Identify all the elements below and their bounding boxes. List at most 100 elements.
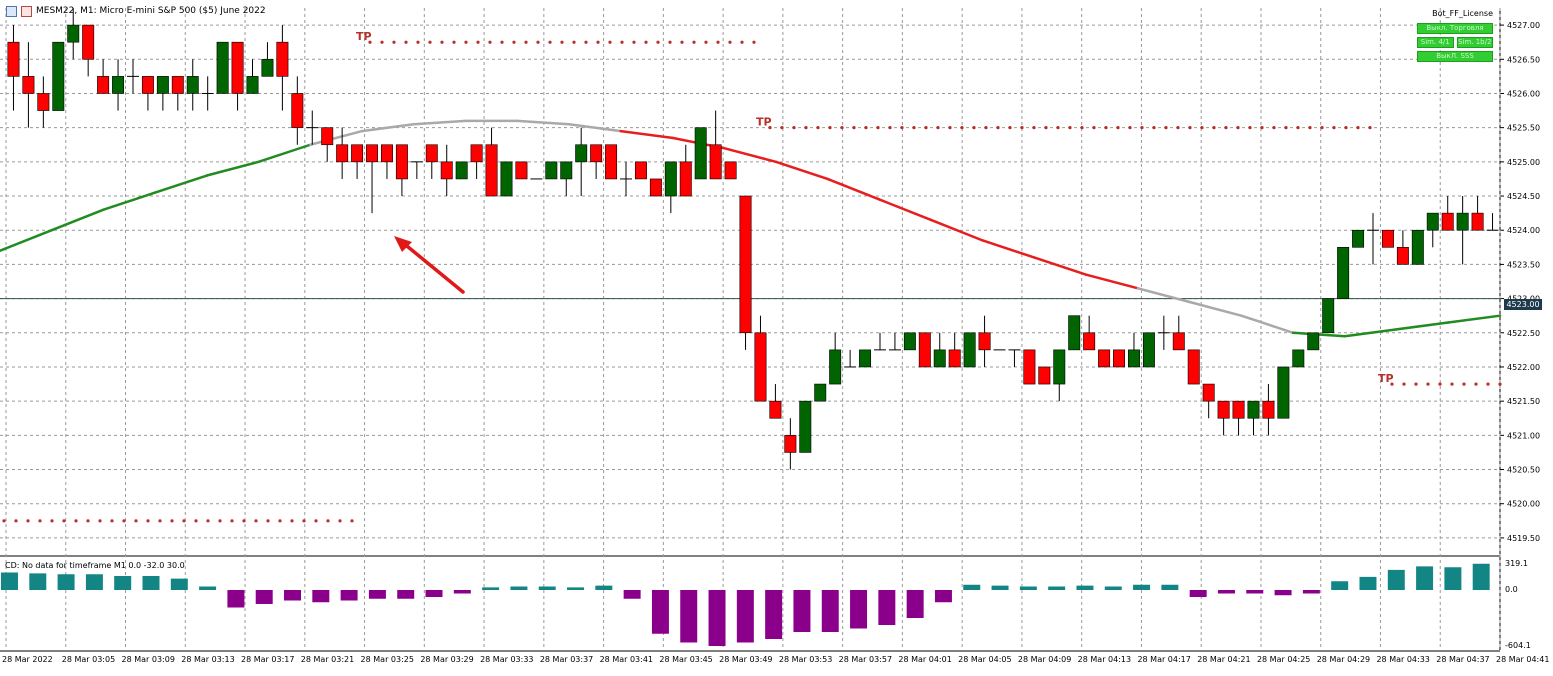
- histogram-bar-negative: [878, 590, 896, 625]
- candle-bear: [709, 144, 722, 180]
- candle-bear: [171, 76, 184, 94]
- price-tick-label: 4524.50: [1507, 192, 1540, 201]
- tp-level-dot: [656, 40, 660, 44]
- tp-level-dot: [488, 40, 492, 44]
- histogram-bar-negative: [1302, 590, 1320, 594]
- tp-level-dot: [1260, 126, 1264, 130]
- candle-bear: [1441, 212, 1454, 231]
- stop-level-dot: [314, 519, 318, 523]
- sss-toggle-button[interactable]: ВыкЛ. SSS: [1417, 51, 1493, 62]
- bot-panel-title: Bot_FF_License: [1432, 9, 1493, 18]
- tp-level-dot: [840, 126, 844, 130]
- candle-bull: [903, 332, 916, 351]
- tp-level-dot: [1450, 382, 1454, 386]
- tp-level-dot: [380, 40, 384, 44]
- time-tick-label: 28 Mar 03:45: [659, 655, 712, 664]
- stop-level-dot: [14, 519, 18, 523]
- candle-bear: [784, 435, 797, 453]
- tp-level-dot: [428, 40, 432, 44]
- stop-level-dot: [74, 519, 78, 523]
- tp-level-dot: [1128, 126, 1132, 130]
- candle-bull: [1337, 247, 1350, 299]
- histogram-bar-negative: [680, 590, 698, 643]
- tp-level-dot: [1498, 382, 1502, 386]
- histogram-bar-positive: [170, 578, 188, 590]
- tp-level-dot: [852, 126, 856, 130]
- histogram-bar-positive: [510, 586, 528, 590]
- moving-average-segment: [878, 198, 933, 222]
- stop-level-dot: [122, 519, 126, 523]
- candle-bull: [829, 349, 842, 385]
- moving-average-segment: [1447, 314, 1502, 324]
- price-tick-label: 4522.50: [1507, 329, 1540, 338]
- tp-level-dot: [1390, 382, 1394, 386]
- stop-level-dot: [266, 519, 270, 523]
- candle-bear: [1098, 349, 1111, 368]
- time-tick-label: 28 Mar 03:09: [122, 655, 175, 664]
- moving-average-segment: [412, 119, 467, 126]
- moving-average-segment: [1343, 328, 1398, 338]
- tp-level-dot: [1426, 382, 1430, 386]
- tp-level-dot: [828, 126, 832, 130]
- stop-level-dot: [110, 519, 114, 523]
- candle-bull: [156, 76, 169, 94]
- tp-level-dot: [816, 126, 820, 130]
- candle-bear: [1232, 400, 1245, 419]
- histogram-bar-negative: [793, 590, 811, 632]
- moving-average-segment: [360, 122, 416, 133]
- candle-bear: [141, 76, 154, 94]
- stop-level-dot: [290, 519, 294, 523]
- tp-level-dot: [1284, 126, 1288, 130]
- price-tick-label: 4520.00: [1507, 500, 1540, 509]
- sim-b-button[interactable]: Sim. 1b/2: [1456, 37, 1493, 48]
- tp-marker: TP: [756, 116, 772, 129]
- stop-level-dot: [338, 519, 342, 523]
- price-tick-label: 4521.00: [1507, 431, 1540, 440]
- stop-level-dot: [278, 519, 282, 523]
- tp-level-dot: [1356, 126, 1360, 130]
- histogram-bar-negative: [368, 590, 386, 599]
- histogram-bar-negative: [255, 590, 273, 604]
- tp-level-dot: [680, 40, 684, 44]
- moving-average-segment: [1188, 300, 1243, 317]
- histogram-bar-negative: [1274, 590, 1292, 596]
- tp-level-dot: [912, 126, 916, 130]
- chart-type-icon: [21, 5, 32, 17]
- candle-bull: [216, 41, 229, 94]
- tp-level-dot: [1164, 126, 1168, 130]
- histogram-bar-negative: [312, 590, 330, 603]
- candle-bear: [321, 127, 334, 146]
- candle-bull: [1277, 366, 1290, 419]
- histogram-bar-negative: [765, 590, 783, 639]
- trade-toggle-button[interactable]: Выкл. Торговля: [1417, 23, 1493, 34]
- stop-level-dot: [158, 519, 162, 523]
- candle-bear: [948, 349, 961, 368]
- moving-average-segment: [722, 146, 778, 164]
- stop-level-dot: [62, 519, 66, 523]
- moving-average-segment: [1136, 287, 1191, 304]
- tp-level-dot: [1236, 126, 1240, 130]
- time-tick-label: 28 Mar 04:21: [1197, 655, 1250, 664]
- moving-average-segment: [826, 177, 881, 201]
- moving-average-segment: [1240, 314, 1295, 335]
- candle-bull: [1292, 349, 1305, 368]
- candle-bull: [1307, 332, 1320, 351]
- histogram-bar-negative: [821, 590, 839, 632]
- tp-level-dot: [1368, 126, 1372, 130]
- sim-a-button[interactable]: Sim. 4/1: [1417, 37, 1454, 48]
- candle-bull: [1127, 349, 1140, 368]
- histogram-bar-positive: [567, 587, 585, 590]
- histogram-bar-negative: [284, 590, 301, 601]
- stop-level-dot: [2, 519, 6, 523]
- candle-bull: [455, 161, 468, 180]
- tp-level-dot: [792, 126, 796, 130]
- histogram-bar-positive: [29, 573, 47, 590]
- current-price-label: 4523.00: [1504, 299, 1542, 310]
- stop-level-dot: [86, 519, 90, 523]
- histogram-bar-negative: [651, 590, 669, 634]
- stop-level-dot: [134, 519, 138, 523]
- histogram-bar-negative: [425, 590, 443, 597]
- stop-level-dot: [218, 519, 222, 523]
